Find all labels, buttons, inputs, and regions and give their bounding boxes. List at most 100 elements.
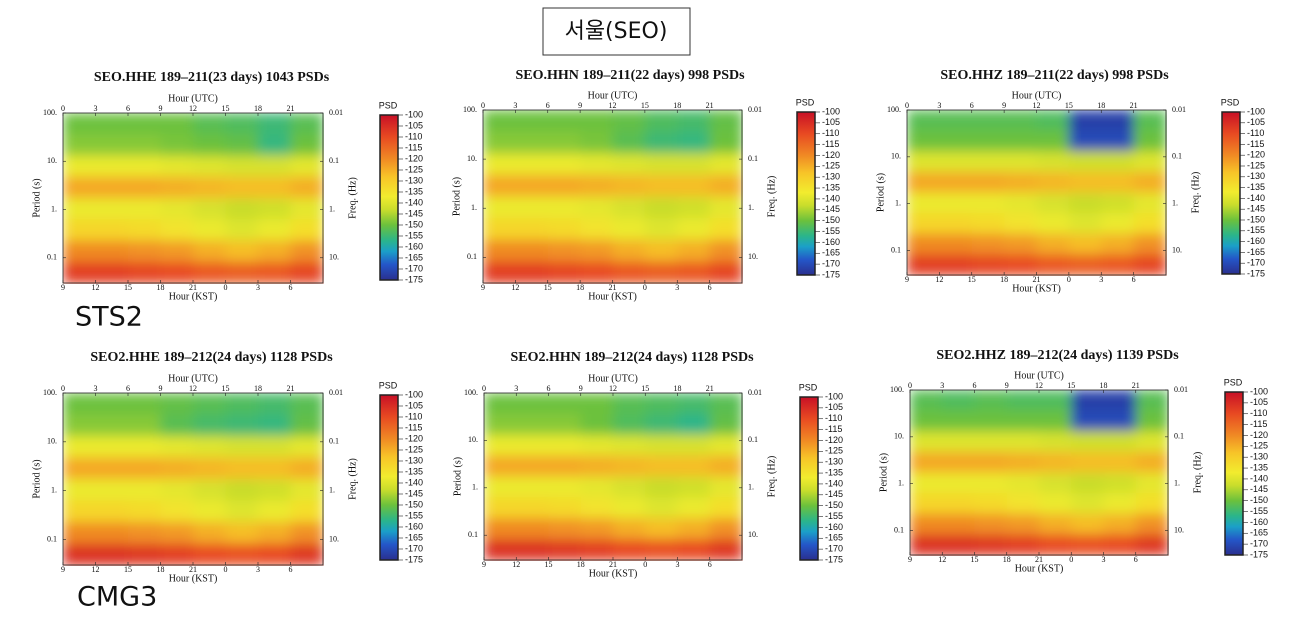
heatmap-cell — [1039, 431, 1072, 452]
heatmap-cell — [549, 456, 582, 477]
x-tick-label: 18 — [1097, 101, 1105, 110]
x-tick-label: 3 — [514, 384, 518, 393]
x2-tick-label: 3 — [676, 560, 680, 569]
heatmap-cell — [1134, 193, 1167, 214]
colorbar-tick-label: -115 — [405, 142, 422, 152]
heatmap-cell — [645, 175, 678, 197]
heatmap-cell — [63, 134, 96, 156]
x-axis-label: Hour (UTC) — [168, 373, 218, 384]
heatmap-cell — [258, 241, 291, 263]
heatmap — [63, 113, 324, 284]
colorbar-tick-label: -110 — [822, 128, 839, 138]
heatmap-cell — [128, 458, 161, 480]
heatmap-cell — [515, 240, 548, 262]
heatmap-cell — [484, 497, 517, 518]
heatmap-cell — [258, 544, 291, 566]
colorbar-label: PSD — [379, 100, 398, 110]
y-tick-label: 0.1 — [47, 253, 57, 262]
colorbar-label: PSD — [799, 382, 818, 392]
heatmap-cell — [226, 134, 259, 156]
heatmap-cell — [1134, 213, 1167, 234]
x2-tick-label: 6 — [289, 565, 293, 574]
heatmap-cell — [910, 514, 943, 535]
heatmap-cell — [678, 456, 711, 477]
colorbar-tick-label: -120 — [405, 153, 423, 163]
heatmap-cell — [96, 177, 129, 199]
colorbar-tick-label: -120 — [405, 433, 423, 443]
colorbar-tick-label: -100 — [825, 391, 843, 401]
heatmap-cell — [483, 197, 516, 219]
heatmap-cell — [645, 456, 678, 477]
heatmap-cell — [226, 479, 259, 501]
heatmap-cell — [548, 132, 581, 154]
heatmap-cell — [483, 261, 516, 283]
heatmap-cell — [1136, 473, 1169, 494]
heatmap-cell — [226, 156, 259, 178]
heatmap-cell — [581, 477, 614, 498]
x-axis-label: Hour (UTC) — [588, 90, 638, 101]
heatmap-cell — [580, 132, 613, 154]
x2-tick-label: 12 — [938, 555, 946, 564]
colorbar-tick-label: -155 — [1247, 225, 1265, 235]
x-axis-label: Hour (UTC) — [1014, 370, 1064, 381]
colorbar — [1225, 392, 1243, 555]
y-axis-label: Period (s) — [875, 173, 886, 212]
heatmap-cell — [291, 262, 324, 284]
heatmap-cell — [907, 234, 940, 255]
y2-tick-label: 0.1 — [329, 437, 339, 446]
heatmap-cell — [549, 477, 582, 498]
heatmap-cell — [710, 393, 743, 414]
colorbar-tick-label: -160 — [825, 522, 843, 532]
heatmap-cell — [516, 497, 549, 518]
heatmap-cell — [1104, 411, 1137, 432]
x-tick-label: 3 — [513, 101, 517, 110]
heatmap-cell — [1101, 151, 1134, 172]
heatmap-cell — [193, 219, 226, 241]
colorbar-tick-label: -150 — [405, 499, 423, 509]
heatmap-cell — [942, 411, 975, 432]
colorbar-tick-label: -100 — [1247, 106, 1265, 116]
x-tick-label: 9 — [578, 101, 582, 110]
x2-tick-label: 6 — [289, 283, 293, 292]
colorbar-tick-label: -145 — [1247, 204, 1265, 214]
y-tick-label: 100. — [890, 385, 904, 394]
colorbar-tick-label: -155 — [822, 226, 840, 236]
heatmap-cell — [1007, 514, 1040, 535]
heatmap-cell — [548, 218, 581, 240]
heatmap-cell — [63, 241, 96, 263]
heatmap-cell — [613, 414, 646, 435]
heatmap-cell — [193, 415, 226, 437]
heatmap-cell — [939, 254, 972, 275]
heatmap-cell — [258, 134, 291, 156]
heatmap-cell — [63, 458, 96, 480]
x2-tick-label: 12 — [92, 283, 100, 292]
heatmap-cell — [1136, 411, 1169, 432]
heatmap-cell — [1104, 514, 1137, 535]
heatmap-cell — [96, 479, 129, 501]
heatmap-cell — [516, 456, 549, 477]
colorbar-tick-label: -125 — [1247, 160, 1265, 170]
heatmap-cell — [258, 113, 291, 135]
heatmap-cell — [258, 198, 291, 220]
heatmap-cell — [645, 240, 678, 262]
colorbar-tick-label: -145 — [822, 204, 840, 214]
colorbar-tick-label: -115 — [825, 424, 842, 434]
heatmap-cell — [484, 456, 517, 477]
colorbar-tick-label: -150 — [825, 500, 843, 510]
x-tick-label: 9 — [159, 384, 163, 393]
heatmap-cell — [678, 539, 711, 560]
y-tick-label: 10. — [47, 437, 57, 446]
y2-tick-label: 10. — [329, 534, 339, 543]
heatmap-cell — [613, 110, 646, 132]
heatmap-cell — [1004, 193, 1037, 214]
heatmap-cell — [483, 153, 516, 175]
colorbar-tick-label: -145 — [405, 208, 423, 218]
x-tick-label: 21 — [706, 101, 714, 110]
x2-tick-label: 0 — [224, 565, 228, 574]
heatmap-cell — [975, 534, 1008, 555]
heatmap-cell — [972, 151, 1005, 172]
colorbar-tick-label: -160 — [1250, 517, 1268, 527]
y2-tick-label: 0.01 — [1174, 385, 1188, 394]
heatmap-cell — [942, 431, 975, 452]
x-tick-label: 6 — [126, 104, 130, 113]
